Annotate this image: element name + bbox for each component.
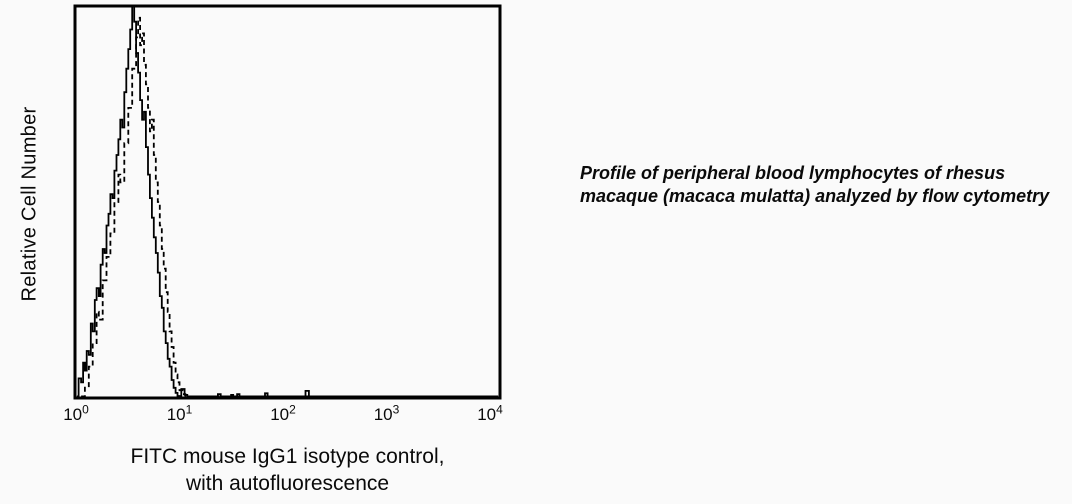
x-tick-base: 10 [63, 405, 83, 424]
x-tick-exponent: 3 [392, 402, 400, 417]
x-tick-10e1: 101 [166, 402, 193, 425]
caption-line1: Profile of peripheral blood lymphocytes … [580, 163, 1006, 183]
x-tick-exponent: 4 [496, 402, 503, 417]
x-axis-title-line1: FITC mouse IgG1 isotype control, [130, 445, 445, 468]
histogram-curve-dashed [81, 16, 499, 398]
x-tick-exponent: 2 [289, 402, 296, 417]
figure-caption: Profile of peripheral blood lymphocytes … [580, 162, 1072, 208]
x-tick-base: 10 [477, 405, 497, 424]
x-tick-10e4: 104 [477, 402, 503, 425]
caption-line2: macaque (macaca mulatta) analyzed by flo… [580, 186, 1050, 206]
histogram-curve-solid [76, 5, 499, 398]
x-axis-ticks: 100 101 102 103 104 [63, 402, 503, 425]
x-tick-exponent: 0 [82, 402, 89, 417]
x-tick-exponent: 1 [185, 402, 193, 417]
x-tick-base: 10 [373, 405, 393, 424]
x-tick-10e3: 103 [373, 402, 400, 425]
x-tick-base: 10 [270, 405, 290, 424]
x-axis-title: FITC mouse IgG1 isotype control, with au… [75, 443, 500, 497]
plot-frame [73, 4, 502, 400]
flow-histogram-figure: Relative Cell Number 100 101 102 103 104 FIT… [19, 4, 503, 497]
x-tick-base: 10 [166, 405, 186, 424]
histogram-plot [73, 4, 502, 400]
x-tick-10e2: 102 [270, 402, 296, 425]
x-tick-10e0: 100 [63, 402, 89, 425]
x-axis-title-line2: with autofluorescence [185, 472, 390, 495]
